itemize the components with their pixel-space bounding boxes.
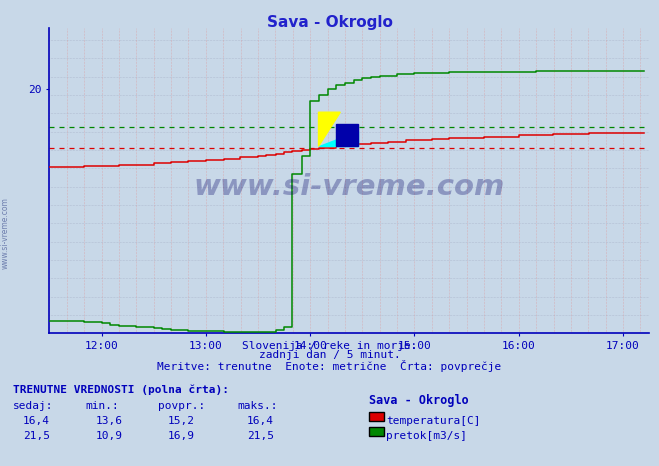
Text: temperatura[C]: temperatura[C] bbox=[386, 416, 480, 425]
Text: 13,6: 13,6 bbox=[96, 416, 122, 425]
Text: zadnji dan / 5 minut.: zadnji dan / 5 minut. bbox=[258, 350, 401, 360]
Text: 10,9: 10,9 bbox=[96, 431, 122, 441]
Text: Meritve: trenutne  Enote: metrične  Črta: povprečje: Meritve: trenutne Enote: metrične Črta: … bbox=[158, 360, 501, 372]
Text: Sava - Okroglo: Sava - Okroglo bbox=[369, 394, 469, 407]
Text: 16,4: 16,4 bbox=[247, 416, 273, 425]
Text: 16,9: 16,9 bbox=[168, 431, 194, 441]
Text: sedaj:: sedaj: bbox=[13, 401, 53, 411]
Text: TRENUTNE VREDNOSTI (polna črta):: TRENUTNE VREDNOSTI (polna črta): bbox=[13, 384, 229, 395]
Text: povpr.:: povpr.: bbox=[158, 401, 206, 411]
Text: min.:: min.: bbox=[86, 401, 119, 411]
Text: www.si-vreme.com: www.si-vreme.com bbox=[194, 173, 505, 201]
Text: Slovenija / reke in morje.: Slovenija / reke in morje. bbox=[242, 341, 417, 351]
Text: 21,5: 21,5 bbox=[247, 431, 273, 441]
Text: 21,5: 21,5 bbox=[23, 431, 49, 441]
Text: Sava - Okroglo: Sava - Okroglo bbox=[266, 15, 393, 30]
Polygon shape bbox=[318, 131, 358, 146]
Text: 15,2: 15,2 bbox=[168, 416, 194, 425]
Polygon shape bbox=[318, 112, 340, 146]
Polygon shape bbox=[336, 124, 358, 146]
Text: www.si-vreme.com: www.si-vreme.com bbox=[1, 197, 10, 269]
Text: maks.:: maks.: bbox=[237, 401, 277, 411]
Text: pretok[m3/s]: pretok[m3/s] bbox=[386, 431, 467, 441]
Text: 16,4: 16,4 bbox=[23, 416, 49, 425]
